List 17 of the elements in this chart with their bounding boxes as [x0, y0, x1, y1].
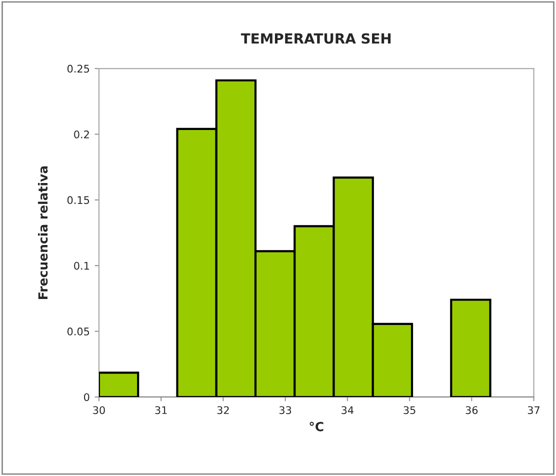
- x-tick-label: 32: [217, 406, 229, 414]
- x-tick-label: 30: [93, 406, 105, 414]
- y-tick-label: 0.25: [67, 64, 90, 73]
- x-axis-title: °C: [310, 422, 324, 432]
- y-axis-title: Frecuencia relativa: [38, 166, 48, 299]
- y-tick-label: 0.05: [67, 328, 90, 336]
- x-tick-label: 33: [279, 406, 292, 414]
- chart-title: TEMPERATURA SEH: [240, 33, 391, 44]
- y-tick-label: 0.2: [74, 130, 89, 138]
- y-tick-label: 0.15: [67, 196, 90, 204]
- y-tick-label: 0: [84, 393, 90, 402]
- x-tick-label: 34: [342, 406, 354, 414]
- x-tick-label: 37: [528, 406, 540, 414]
- x-tick-label: 36: [466, 406, 478, 414]
- x-tick-label: 35: [404, 406, 416, 414]
- x-tick-label: 31: [155, 406, 167, 414]
- y-tick-label: 0.1: [74, 262, 89, 270]
